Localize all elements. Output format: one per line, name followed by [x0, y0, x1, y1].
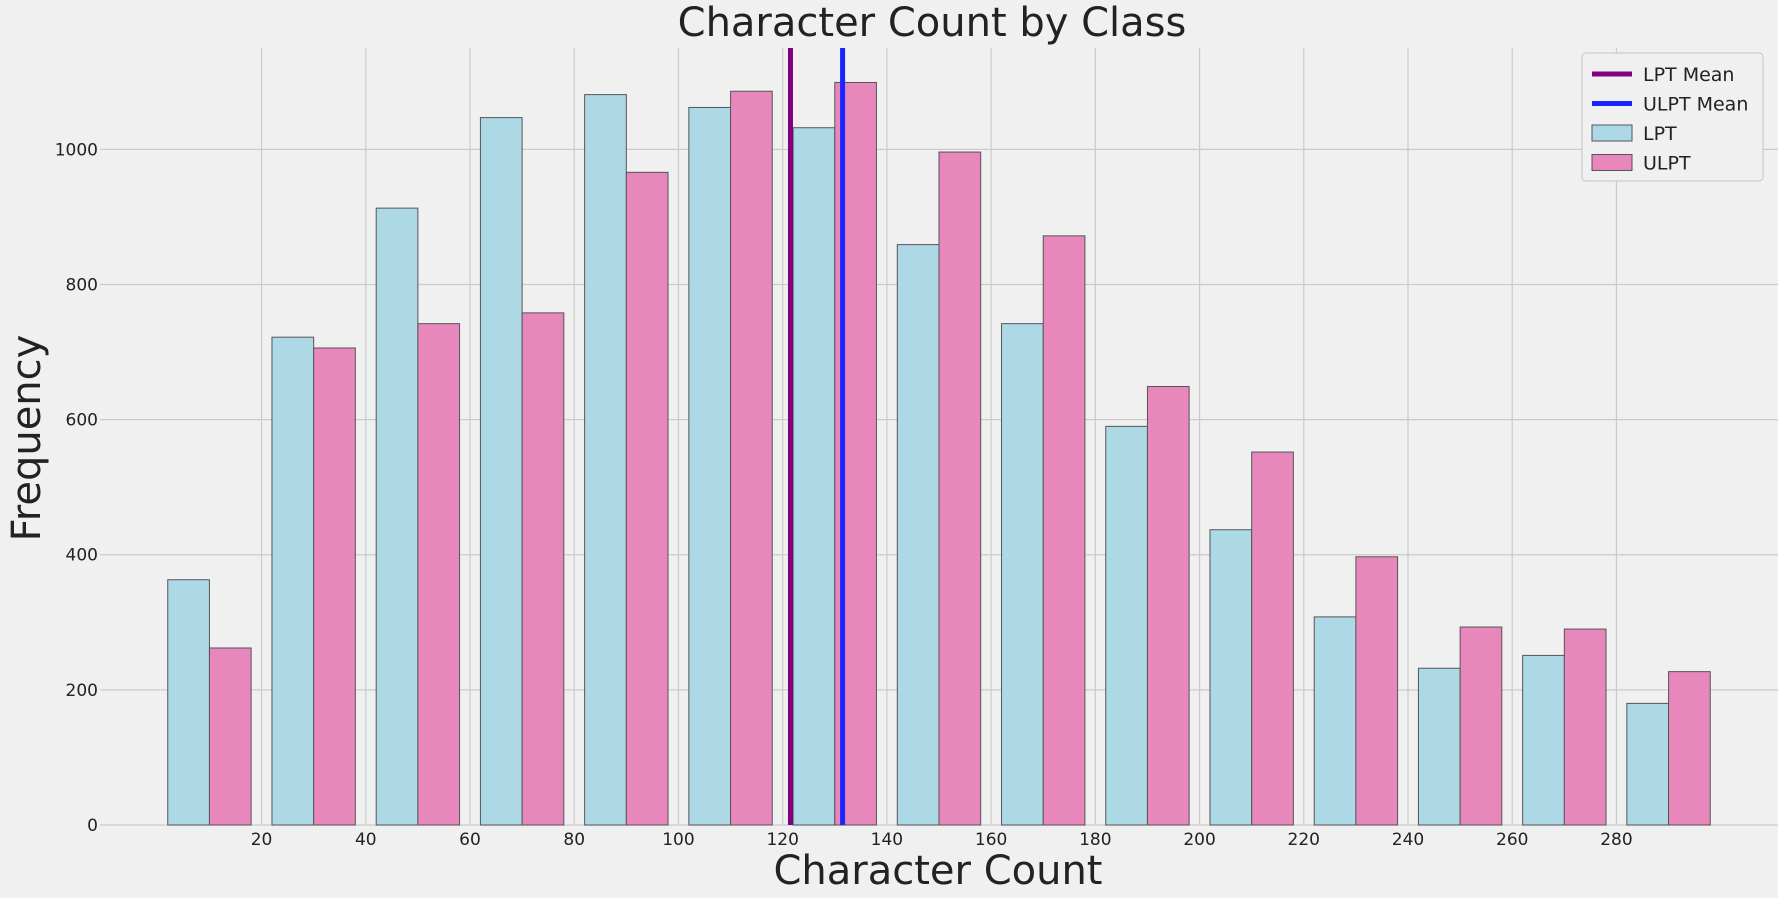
legend-label-ulpt: ULPT — [1643, 153, 1691, 175]
bars-group — [167, 81, 1711, 826]
y-tick-label: 200 — [66, 681, 98, 701]
legend-label-ulpt-mean: ULPT Mean — [1643, 94, 1748, 116]
bar-lpt — [896, 244, 940, 826]
x-tick-label: 200 — [1183, 830, 1215, 850]
bar-lpt — [1105, 425, 1148, 826]
bar-ulpt — [417, 323, 461, 826]
legend-box — [1581, 52, 1764, 182]
bar-ulpt — [1668, 671, 1711, 826]
x-tick-label: 260 — [1496, 830, 1528, 850]
x-tick-label: 160 — [975, 830, 1007, 850]
bar-ulpt — [208, 647, 252, 826]
bar-lpt — [792, 127, 836, 826]
y-tick-label: 0 — [87, 816, 98, 836]
bar-lpt — [479, 117, 523, 826]
y-axis-label: Frequency — [4, 335, 50, 542]
x-tick-label: 60 — [459, 830, 481, 850]
bar-ulpt — [1459, 626, 1503, 826]
y-tick-label: 1000 — [55, 140, 98, 160]
bar-lpt — [1209, 529, 1253, 826]
mean-lines-group — [787, 48, 846, 825]
legend: LPT Mean ULPT Mean LPT ULPT — [1581, 52, 1764, 182]
y-tick-labels: 0 200 400 600 800 1000 — [55, 140, 98, 836]
bar-ulpt — [521, 312, 565, 826]
y-tick-label: 800 — [66, 275, 98, 295]
bar-ulpt — [313, 347, 356, 826]
bar-lpt — [1001, 323, 1044, 826]
bar-lpt — [584, 94, 627, 826]
bar-ulpt — [1563, 628, 1607, 826]
x-tick-label: 280 — [1600, 830, 1632, 850]
legend-label-lpt: LPT — [1643, 123, 1677, 145]
bar-ulpt — [625, 171, 669, 826]
y-tick-label: 400 — [66, 546, 98, 566]
x-tick-label: 100 — [662, 830, 694, 850]
y-tick-label: 600 — [66, 411, 98, 431]
x-axis-label: Character Count — [774, 848, 1103, 894]
x-tick-labels: 20 40 60 80 100 120 140 160 180 200 220 240 260 280 — [251, 830, 1633, 850]
bar-lpt — [1313, 616, 1357, 826]
bar-ulpt — [730, 90, 773, 826]
x-tick-label: 20 — [251, 830, 273, 850]
x-tick-label: 80 — [563, 830, 585, 850]
bar-ulpt — [1251, 451, 1294, 826]
bar-lpt — [1626, 702, 1670, 826]
x-tick-label: 40 — [355, 830, 377, 850]
x-tick-label: 180 — [1079, 830, 1111, 850]
x-tick-label: 220 — [1288, 830, 1320, 850]
x-tick-label: 240 — [1392, 830, 1424, 850]
legend-swatch-lpt — [1591, 124, 1633, 142]
legend-swatch-ulpt — [1591, 154, 1633, 171]
bar-lpt — [1417, 667, 1461, 826]
bar-ulpt — [938, 151, 982, 826]
bar-lpt — [1522, 654, 1565, 826]
legend-label-lpt-mean: LPT Mean — [1643, 64, 1734, 86]
bar-ulpt — [1355, 556, 1399, 826]
x-tick-label: 120 — [766, 830, 798, 850]
bar-lpt — [688, 106, 732, 826]
bar-ulpt — [1042, 235, 1086, 826]
bar-lpt — [167, 579, 210, 826]
x-tick-label: 140 — [871, 830, 903, 850]
bar-ulpt — [1146, 386, 1190, 826]
bar-lpt — [375, 207, 419, 826]
bar-lpt — [271, 336, 315, 826]
chart-title: Character Count by Class — [678, 0, 1187, 46]
